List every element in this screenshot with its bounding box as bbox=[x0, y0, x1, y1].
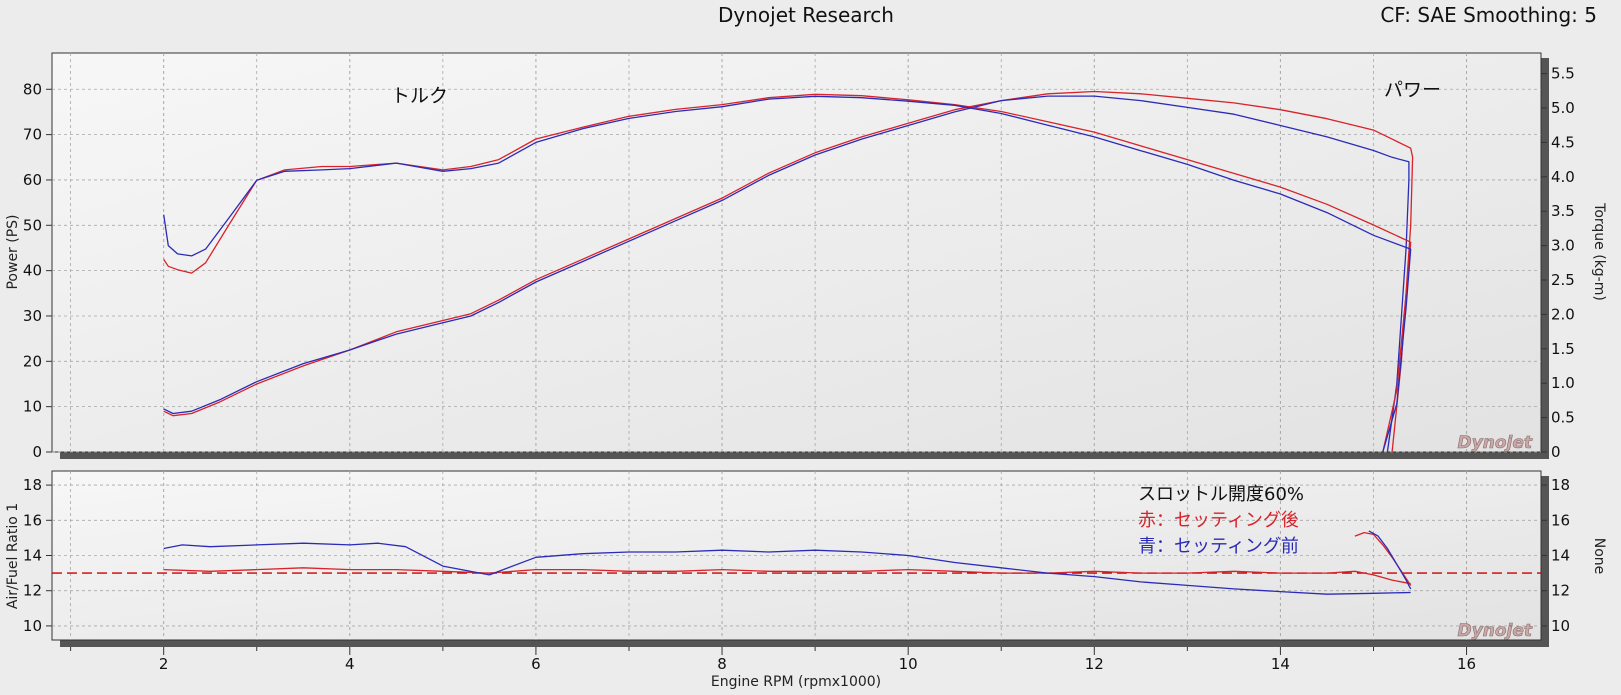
bottom-series bbox=[163, 530, 1412, 595]
legend-after: 赤：セッティング後 bbox=[1138, 510, 1299, 531]
power-tick-label-30: 30 bbox=[23, 307, 42, 325]
cf-smoothing-text: CF: SAE Smoothing: 5 bbox=[1380, 3, 1597, 27]
top-series bbox=[163, 90, 1414, 453]
afr-axis-label: Air/Fuel Ratio 1 bbox=[5, 503, 21, 609]
torque-tick-label-4.0: 4.0 bbox=[1551, 168, 1575, 186]
torque-tick-label-2.0: 2.0 bbox=[1551, 305, 1575, 323]
power-tick-label-10: 10 bbox=[23, 398, 42, 416]
torque-tick-label-2.5: 2.5 bbox=[1551, 271, 1575, 289]
afr-series-3 bbox=[1368, 530, 1412, 590]
power-tick-label-60: 60 bbox=[23, 171, 42, 189]
x-tick-label-14: 14 bbox=[1271, 655, 1290, 673]
dynojet-logo-top: Dynojet bbox=[1457, 433, 1533, 454]
afr-tick-label-10: 10 bbox=[23, 617, 42, 635]
x-tick-label-6: 6 bbox=[531, 655, 541, 673]
top-series-3 bbox=[163, 95, 1412, 453]
torque-tick-label-0.5: 0.5 bbox=[1551, 409, 1575, 427]
power-annotation: パワー bbox=[1384, 79, 1441, 101]
x-tick-label-8: 8 bbox=[717, 655, 727, 673]
afr-tick-label-12: 12 bbox=[23, 582, 42, 600]
torque-annotation: トルク bbox=[391, 85, 448, 107]
legend-before: 青：セッティング前 bbox=[1138, 536, 1299, 557]
power-tick-label-70: 70 bbox=[23, 126, 42, 144]
torque-tick-label-4.5: 4.5 bbox=[1551, 133, 1575, 151]
power-tick-label-80: 80 bbox=[23, 80, 42, 98]
x-tick-label-12: 12 bbox=[1085, 655, 1104, 673]
afr-series-1 bbox=[163, 542, 1411, 595]
power-tick-label-0: 0 bbox=[32, 443, 42, 461]
power-tick-label-50: 50 bbox=[23, 216, 42, 234]
afr-panel: 10 12 14 16 18 10 12 14 16 18 スロットル開度60% 赤：セッティン… bbox=[5, 470, 1607, 647]
afr-series-0 bbox=[163, 567, 1411, 585]
top-series-1 bbox=[163, 95, 1410, 453]
afr-tick-label-14: 14 bbox=[23, 547, 42, 565]
torque-tick-label-1.0: 1.0 bbox=[1551, 374, 1575, 392]
x-tick-label-2: 2 bbox=[159, 655, 169, 673]
top-grid bbox=[52, 53, 1541, 453]
power-axis-label: Power (PS) bbox=[5, 214, 21, 289]
afr-right-tick-label-18: 18 bbox=[1551, 476, 1570, 494]
x-tick-label-4: 4 bbox=[345, 655, 355, 673]
bottom-grid bbox=[52, 471, 1541, 640]
afr-right-axis-label: None bbox=[1591, 538, 1607, 575]
afr-right-tick-label-12: 12 bbox=[1551, 582, 1570, 600]
x-tick-label-10: 10 bbox=[899, 655, 918, 673]
legend-title: スロットル開度60% bbox=[1138, 484, 1304, 505]
torque-axis-ticks: 0 0.5 1.0 1.5 2.0 2.5 3.0 3.5 4.0 4.5 5.0 5.5 bbox=[1541, 65, 1575, 461]
torque-tick-label-3.0: 3.0 bbox=[1551, 237, 1575, 255]
power-axis-ticks: 0 10 20 30 40 50 60 70 80 bbox=[23, 80, 52, 461]
svg-text:Dynojet: Dynojet bbox=[1458, 621, 1533, 641]
afr-right-tick-label-16: 16 bbox=[1551, 511, 1570, 529]
top-plot-area bbox=[51, 52, 1542, 453]
power-tick-label-40: 40 bbox=[23, 262, 42, 280]
rpm-axis-label: Engine RPM (rpmx1000) bbox=[711, 674, 881, 690]
power-torque-panel: 0 10 20 30 40 50 60 70 80 0 0.5 1.0 1.5 2.0 2.5 3.0 3.5… bbox=[5, 52, 1607, 461]
torque-axis-label: Torque (kg-m) bbox=[1591, 202, 1607, 301]
afr-right-axis-ticks: 10 12 14 16 18 bbox=[1541, 476, 1570, 635]
afr-axis-ticks: 10 12 14 16 18 bbox=[23, 476, 52, 635]
svg-text:Dynojet: Dynojet bbox=[1458, 433, 1533, 453]
afr-tick-label-18: 18 bbox=[23, 476, 42, 494]
torque-tick-label-5.5: 5.5 bbox=[1551, 65, 1575, 83]
rpm-axis-ticks: 2 4 6 8 10 12 14 16 bbox=[70, 647, 1476, 673]
torque-tick-label-1.5: 1.5 bbox=[1551, 340, 1575, 358]
torque-tick-label-0: 0 bbox=[1551, 443, 1561, 461]
torque-tick-label-5.0: 5.0 bbox=[1551, 99, 1575, 117]
x-tick-label-16: 16 bbox=[1457, 655, 1476, 673]
afr-right-tick-label-10: 10 bbox=[1551, 617, 1570, 635]
afr-right-tick-label-14: 14 bbox=[1551, 547, 1570, 565]
torque-tick-label-3.5: 3.5 bbox=[1551, 202, 1575, 220]
afr-tick-label-16: 16 bbox=[23, 511, 42, 529]
chart-title: Dynojet Research bbox=[718, 3, 894, 27]
power-tick-label-20: 20 bbox=[23, 352, 42, 370]
dynojet-logo-bottom: Dynojet bbox=[1457, 621, 1533, 642]
